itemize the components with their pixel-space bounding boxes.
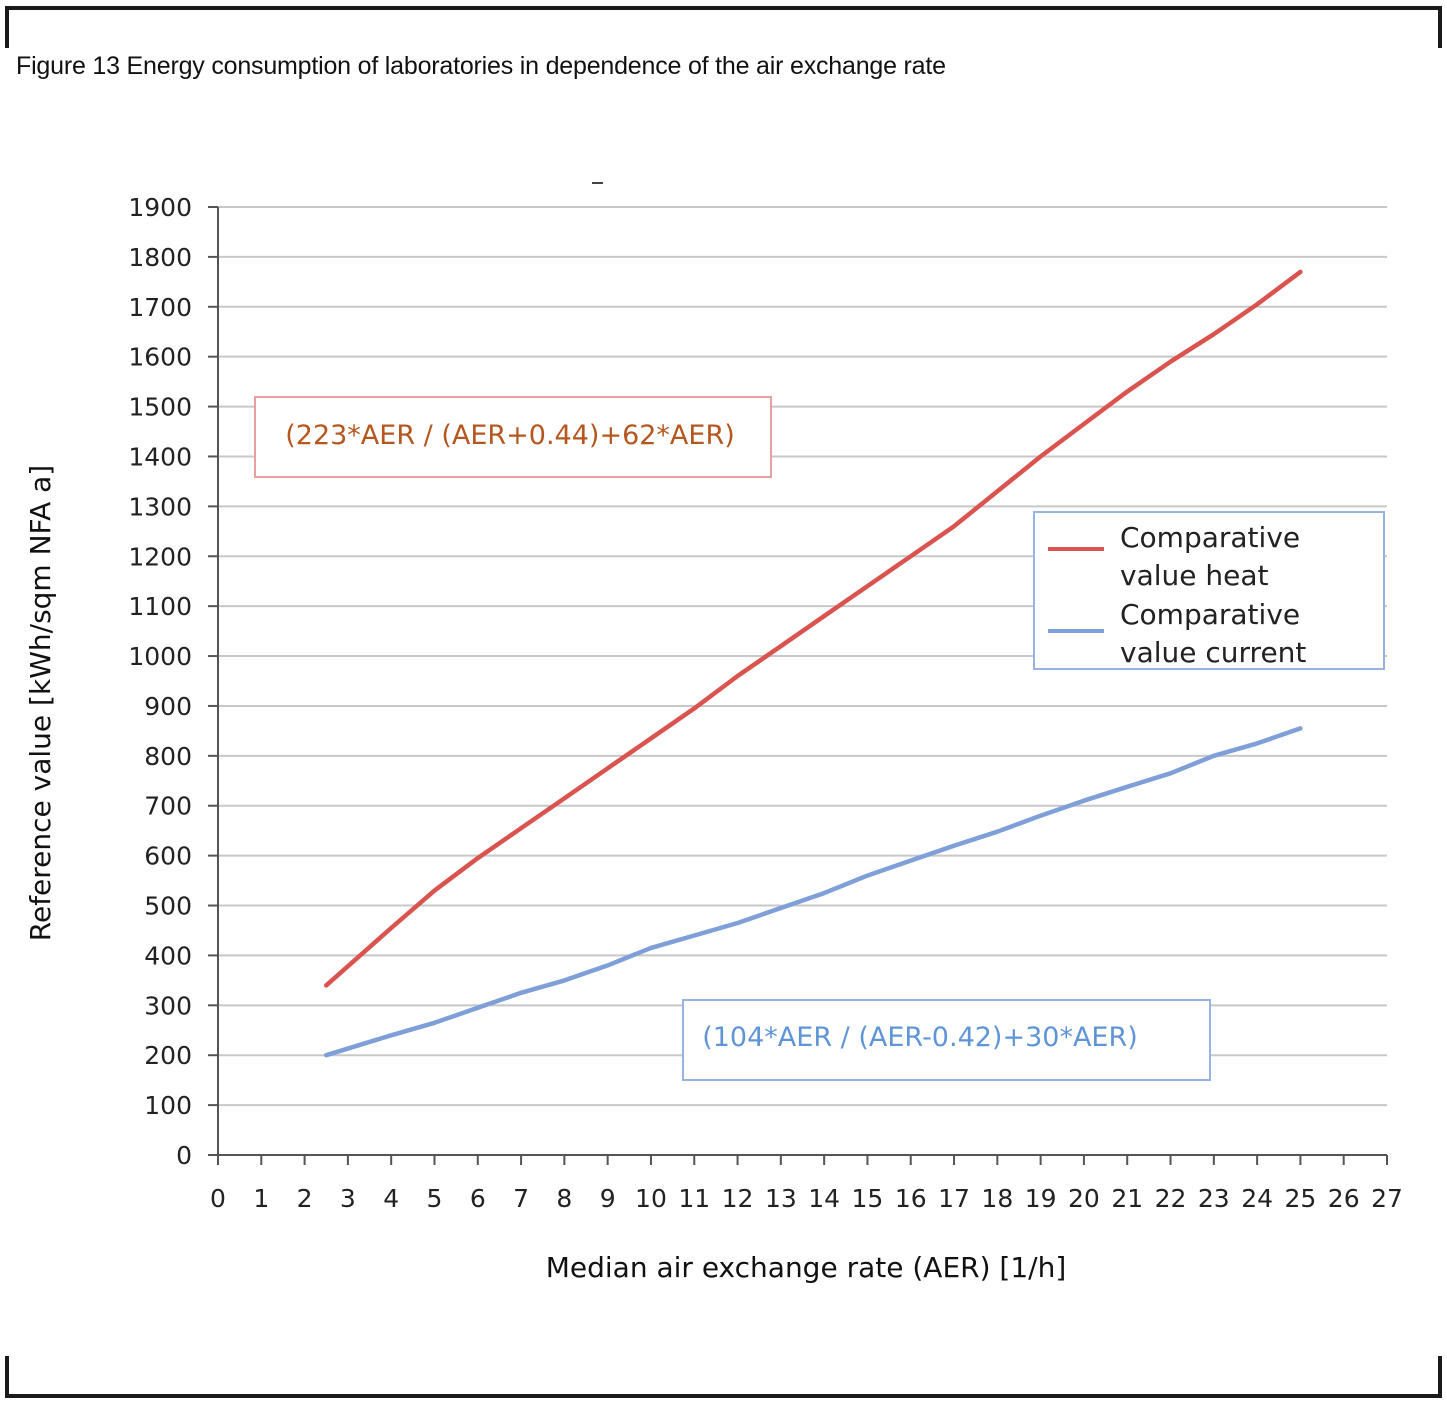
y-tick-label: 700 — [144, 792, 192, 821]
y-tick-label: 200 — [144, 1041, 192, 1070]
x-axis-title: Median air exchange rate (AER) [1/h] — [546, 1251, 1067, 1284]
y-tick-label: 400 — [144, 941, 192, 970]
frame-bottom-line — [5, 1394, 1442, 1398]
y-tick-label: 1800 — [128, 243, 192, 272]
series-line-comparative-value-current — [323, 726, 1303, 1058]
x-tick-label: 22 — [1155, 1184, 1187, 1213]
x-tick-label: 8 — [556, 1184, 572, 1213]
frame-top-line — [5, 6, 1442, 10]
y-tick-labels: 0 100 200 300 400 500 600 700 800 900 1000 1100 1200… — [128, 193, 218, 1170]
current-formula-box: (104*AER / (AER-0.42)+30*AER) — [682, 999, 1211, 1081]
y-tick-label: 600 — [144, 842, 192, 871]
x-tick-label: 18 — [981, 1184, 1013, 1213]
x-tick-label: 12 — [722, 1184, 754, 1213]
x-tick-label: 6 — [470, 1184, 486, 1213]
x-tick-label: 7 — [513, 1184, 529, 1213]
x-tick-label: 24 — [1241, 1184, 1273, 1213]
x-tick-label: 3 — [340, 1184, 356, 1213]
frame-bottom-right-tick — [1438, 1356, 1442, 1398]
figure-title: Figure 13 Energy consumption of laborato… — [16, 52, 946, 80]
series-lines — [323, 269, 1303, 1058]
x-tick-label: 10 — [635, 1184, 667, 1213]
gridlines — [218, 206, 1387, 1107]
x-tick-label: 14 — [808, 1184, 840, 1213]
x-tick-label: 9 — [600, 1184, 616, 1213]
y-tick-label: 1600 — [128, 343, 192, 372]
y-tick-label: 300 — [144, 991, 192, 1020]
y-tick-label: 1200 — [128, 542, 192, 571]
heat-formula-border — [254, 396, 772, 478]
legend-border — [1033, 511, 1385, 670]
y-tick-label: 1500 — [128, 393, 192, 422]
legend-heat-label-line1: Comparative — [1120, 521, 1300, 554]
axes — [217, 207, 1387, 1156]
frame-top-right-tick — [1438, 6, 1442, 48]
x-tick-label: 5 — [427, 1184, 443, 1213]
y-tick-label: 1900 — [128, 193, 192, 222]
y-tick-label: 1300 — [128, 492, 192, 521]
x-tick-label: 23 — [1198, 1184, 1230, 1213]
x-tick-label: 11 — [678, 1184, 710, 1213]
y-tick-label: 0 — [176, 1141, 192, 1170]
y-tick-label: 1000 — [128, 642, 192, 671]
x-tick-label: 20 — [1068, 1184, 1100, 1213]
y-tick-label: 1400 — [128, 442, 192, 471]
frame-top-left-tick — [5, 6, 9, 48]
y-tick-label: 900 — [144, 692, 192, 721]
x-tick-labels: 0 1 2 3 4 5 6 7 8 9 10 11 12 13 14 15 16 17 18 19 20 21 22 23 24… — [210, 1155, 1403, 1213]
x-tick-label: 2 — [297, 1184, 313, 1213]
legend-current-label-line1: Comparative — [1120, 598, 1300, 631]
x-tick-label: 16 — [895, 1184, 927, 1213]
x-tick-label: 0 — [210, 1184, 226, 1213]
legend: Comparative value heat Comparative value… — [1033, 511, 1385, 670]
current-formula-border — [682, 999, 1211, 1081]
x-tick-label: 25 — [1285, 1184, 1317, 1213]
y-tick-label: 500 — [144, 892, 192, 921]
x-tick-label: 1 — [253, 1184, 269, 1213]
y-tick-label: 100 — [144, 1091, 192, 1120]
frame-bottom-left-tick — [5, 1356, 9, 1398]
series-line-comparative-value-heat — [323, 269, 1303, 988]
legend-heat-label-line2: value heat — [1120, 559, 1269, 592]
x-tick-label: 17 — [938, 1184, 970, 1213]
y-tick-label: 1700 — [128, 293, 192, 322]
x-tick-label: 26 — [1328, 1184, 1360, 1213]
current-formula-text: (104*AER / (AER-0.42)+30*AER) — [702, 1022, 1138, 1053]
x-tick-label: 19 — [1025, 1184, 1057, 1213]
heat-formula-text: (223*AER / (AER+0.44)+62*AER) — [285, 420, 735, 451]
x-tick-label: 13 — [765, 1184, 797, 1213]
y-axis-title: Reference value [kWh/sqm NFA a] — [24, 465, 57, 941]
x-tick-label: 27 — [1371, 1184, 1403, 1213]
x-tick-label: 15 — [852, 1184, 884, 1213]
y-tick-label: 1100 — [128, 592, 192, 621]
x-tick-label: 4 — [383, 1184, 399, 1213]
y-tick-label: 800 — [144, 742, 192, 771]
legend-current-label-line2: value current — [1120, 636, 1306, 669]
x-tick-label: 21 — [1111, 1184, 1143, 1213]
heat-formula-box: (223*AER / (AER+0.44)+62*AER) — [254, 396, 772, 478]
